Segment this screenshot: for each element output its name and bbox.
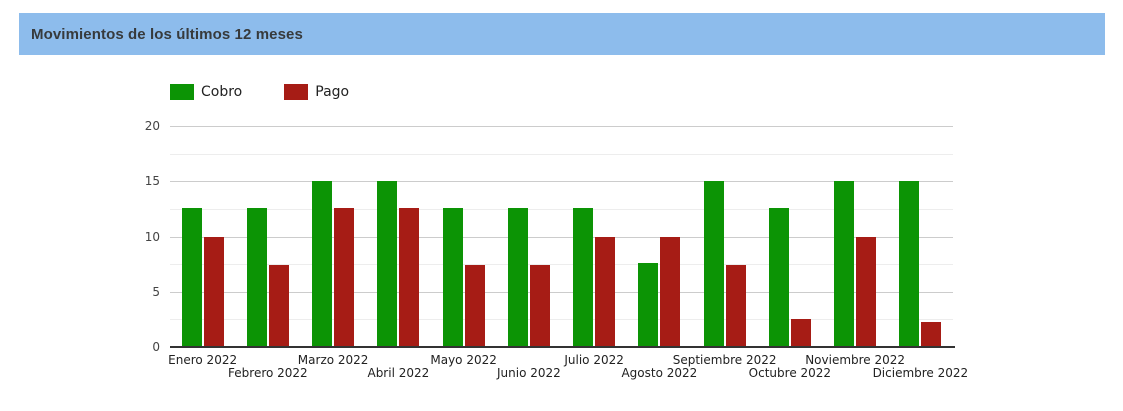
x-tick-label-abril-2022: Abril 2022 [367,366,430,380]
major-gridline [170,291,953,293]
x-tick-label-mayo-2022: Mayo 2022 [430,353,497,367]
bar-pago-julio-2022[interactable] [595,236,616,347]
x-tick-label-noviembre-2022: Noviembre 2022 [805,353,906,367]
bar-pago-junio-2022[interactable] [529,265,550,347]
major-gridline [170,181,953,183]
bar-pago-abril-2022[interactable] [399,207,420,347]
bar-cobro-mayo-2022[interactable] [442,207,463,347]
y-tick-label-15: 15 [144,174,160,189]
bar-cobro-febrero-2022[interactable] [246,207,267,347]
minor-gridline [170,264,953,266]
bar-cobro-agosto-2022[interactable] [638,263,659,347]
x-tick-label-octubre-2022: Octubre 2022 [748,366,832,380]
bar-pago-diciembre-2022[interactable] [921,321,942,347]
y-tick-label-10: 10 [144,229,160,244]
x-tick-label-agosto-2022: Agosto 2022 [621,366,698,380]
bar-pago-mayo-2022[interactable] [464,265,485,347]
bar-pago-octubre-2022[interactable] [790,319,811,347]
bar-pago-febrero-2022[interactable] [268,265,289,347]
bar-cobro-junio-2022[interactable] [507,207,528,347]
chart-legend: Cobro Pago [170,84,349,100]
minor-gridline [170,319,953,321]
x-tick-label-junio-2022: Junio 2022 [496,366,561,380]
bar-pago-agosto-2022[interactable] [660,236,681,347]
bar-cobro-noviembre-2022[interactable] [834,181,855,347]
y-tick-label-20: 20 [144,119,160,133]
bar-cobro-marzo-2022[interactable] [312,181,333,347]
x-tick-label-febrero-2022: Febrero 2022 [228,366,308,380]
legend-swatch-pago [284,84,309,100]
bar-cobro-octubre-2022[interactable] [768,207,789,347]
y-tick-label-0: 0 [152,340,160,354]
x-tick-label-marzo-2022: Marzo 2022 [297,353,369,367]
bar-pago-marzo-2022[interactable] [334,207,355,347]
legend-item-cobro: Cobro [170,84,242,100]
minor-gridline [170,153,953,155]
chart-plot-area [170,126,955,348]
bar-cobro-enero-2022[interactable] [181,207,202,347]
bar-pago-enero-2022[interactable] [203,236,224,347]
minor-gridline [170,208,953,210]
bar-cobro-abril-2022[interactable] [377,181,398,347]
panel-title: Movimientos de los últimos 12 meses [31,25,303,43]
bar-cobro-julio-2022[interactable] [573,207,594,347]
legend-item-pago: Pago [284,84,349,100]
bar-pago-septiembre-2022[interactable] [725,265,746,347]
y-tick-label-5: 5 [152,284,160,299]
x-tick-label-diciembre-2022: Diciembre 2022 [872,366,969,380]
major-gridline [170,126,953,127]
bar-pago-noviembre-2022[interactable] [856,236,877,347]
x-axis-line [170,346,955,348]
bar-cobro-diciembre-2022[interactable] [899,181,920,347]
legend-label-pago: Pago [315,84,350,100]
x-tick-label-enero-2022: Enero 2022 [168,353,238,367]
legend-swatch-cobro [170,84,194,100]
panel-header: Movimientos de los últimos 12 meses [19,13,1105,55]
legend-label-cobro: Cobro [201,84,243,100]
x-tick-label-julio-2022: Julio 2022 [564,353,624,367]
bar-cobro-septiembre-2022[interactable] [703,181,724,347]
major-gridline [170,236,953,238]
x-tick-label-septiembre-2022: Septiembre 2022 [672,353,777,367]
